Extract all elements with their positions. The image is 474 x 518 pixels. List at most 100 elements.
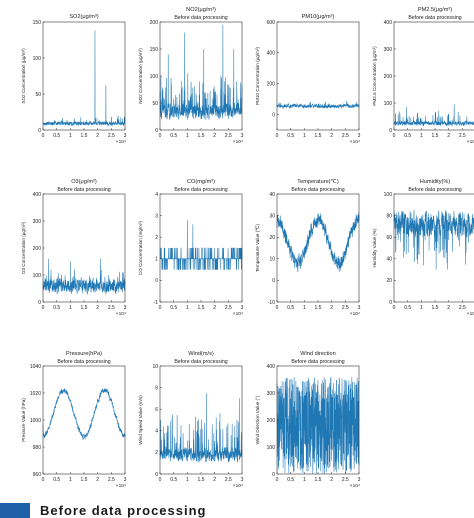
x-tick-label: 1 — [69, 133, 72, 139]
subplot-1: SO2(μg/m³) 0 50 100 150 0 0.5 1 1.5 2 2.5 3×10⁴ SO2 … — [21, 14, 127, 145]
x-tick-label: 3 — [358, 133, 361, 139]
series-line — [159, 392, 243, 463]
x-tick-label: 3 — [241, 477, 244, 483]
x-tick-label: 1 — [186, 305, 189, 311]
y-tick-label: 10 — [269, 257, 275, 263]
plot-title: PM2.5(μg/m³) — [418, 7, 452, 13]
y-tick-label: 0 — [155, 128, 158, 134]
x-tick-label: 0.5 — [170, 133, 177, 139]
x-tick-label: 1 — [420, 133, 423, 139]
y-axis-label: PM2.5 Concentration (μg/m³) — [372, 46, 377, 106]
subplot-4: PM2.5(μg/m³)Before data processing010020… — [372, 7, 474, 145]
y-tick-label: 100 — [267, 445, 276, 451]
y-tick-label: 400 — [267, 51, 276, 57]
x-tick-label: 1.5 — [81, 133, 88, 139]
y-tick-label: 30 — [269, 213, 275, 219]
y-tick-label: 0 — [38, 128, 41, 134]
x-tick-label: 3 — [358, 305, 361, 311]
y-tick-label: 40 — [386, 257, 392, 263]
y-tick-label: 100 — [150, 74, 159, 80]
x-tick-label: 2.5 — [108, 305, 115, 311]
x-tick-label: 1.5 — [81, 477, 88, 483]
plot-subtitle: Before data processing — [408, 15, 461, 21]
subplot-5: O3(μg/m³)Before data processing010020030… — [21, 179, 127, 317]
y-tick-label: 300 — [33, 219, 42, 225]
plot-title: Temperature(℃) — [297, 179, 339, 185]
x-tick-label: 0.5 — [404, 305, 411, 311]
y-tick-label: 300 — [384, 47, 393, 53]
y-tick-label: 100 — [384, 192, 393, 198]
x-exponent: ×10⁴ — [233, 139, 243, 145]
x-tick-label: 3 — [358, 477, 361, 483]
plot-subtitle: Before data processing — [291, 359, 344, 365]
x-tick-label: 2 — [213, 133, 216, 139]
plot-title: PM10(μg/m³) — [302, 14, 335, 20]
y-axis-label: O3 Concentration (μg/m³) — [21, 221, 26, 274]
y-tick-label: 0 — [155, 472, 158, 478]
x-tick-label: 1.5 — [432, 305, 439, 311]
series-line — [159, 24, 243, 121]
y-tick-label: 50 — [35, 92, 41, 98]
y-tick-label: 0 — [389, 300, 392, 306]
y-tick-label: 4 — [155, 192, 158, 198]
series-line — [42, 258, 126, 295]
y-tick-label: 200 — [384, 74, 393, 80]
x-exponent: ×10⁴ — [116, 483, 126, 489]
y-tick-label: 80 — [386, 213, 392, 219]
y-tick-label: 400 — [267, 364, 276, 370]
x-tick-label: 2.5 — [342, 305, 349, 311]
y-tick-label: 0 — [272, 278, 275, 284]
y-tick-label: 200 — [150, 20, 159, 26]
x-exponent: ×10⁴ — [350, 483, 360, 489]
axes-frame — [42, 21, 126, 131]
x-tick-label: 3 — [124, 133, 127, 139]
x-tick-label: 0 — [42, 133, 45, 139]
x-tick-label: 0.5 — [287, 133, 294, 139]
x-tick-label: 1.5 — [81, 305, 88, 311]
y-tick-label: 10 — [152, 364, 158, 370]
y-tick-label: -10 — [268, 300, 275, 306]
x-exponent: ×10⁴ — [350, 311, 360, 317]
x-tick-label: 0 — [159, 133, 162, 139]
plot-title: SO2(μg/m³) — [69, 14, 98, 20]
subplot-3: PM10(μg/m³) 0 200 400 600 0 0.5 1 1.5 2 2.5 3×10⁴ PM… — [255, 14, 361, 145]
y-tick-label: 400 — [384, 20, 393, 26]
subplot-10: Wind(m/s) Before data processing 0 2 4 6 8 10 0 0… — [138, 351, 244, 489]
x-tick-label: 0 — [42, 305, 45, 311]
plot-subtitle: Before data processing — [174, 15, 227, 21]
x-tick-label: 1 — [303, 477, 306, 483]
x-tick-label: 0.5 — [170, 477, 177, 483]
x-tick-label: 2 — [96, 305, 99, 311]
y-tick-label: 200 — [267, 82, 276, 88]
x-tick-label: 2.5 — [108, 133, 115, 139]
axes-frame — [42, 365, 126, 475]
plot-subtitle: Before data processing — [174, 187, 227, 193]
x-exponent: ×10⁴ — [233, 311, 243, 317]
y-axis-label: Humidity Value (%) — [372, 228, 377, 267]
plot-subtitle: Before data processing — [57, 187, 110, 193]
x-tick-label: 2 — [447, 133, 450, 139]
x-exponent: ×10⁴ — [116, 139, 126, 145]
subplot-8: Humidity(%)Before data processing0204060… — [372, 179, 474, 317]
y-tick-label: -1 — [154, 300, 159, 306]
plot-title: O3(μg/m³) — [71, 179, 97, 185]
caption-text: Before data processing — [40, 503, 207, 518]
x-tick-label: 0 — [42, 477, 45, 483]
x-tick-label: 1.5 — [198, 477, 205, 483]
plot-subtitle: Before data processing — [174, 359, 227, 365]
plot-title: Wind direction — [300, 351, 335, 357]
x-tick-label: 0 — [159, 305, 162, 311]
x-tick-label: 1.5 — [315, 477, 322, 483]
series-line — [276, 377, 360, 474]
x-tick-label: 2.5 — [342, 133, 349, 139]
x-tick-label: 1 — [69, 305, 72, 311]
plot-subtitle: Before data processing — [408, 187, 461, 193]
x-tick-label: 0 — [276, 133, 279, 139]
x-tick-label: 2 — [96, 477, 99, 483]
x-tick-label: 2 — [96, 133, 99, 139]
y-tick-label: 6 — [155, 407, 158, 413]
x-tick-label: 0.5 — [404, 133, 411, 139]
y-tick-label: 150 — [33, 20, 42, 26]
subplot-2: NO2(μg/m³) Before data processing 0 50 100 15… — [138, 7, 244, 145]
